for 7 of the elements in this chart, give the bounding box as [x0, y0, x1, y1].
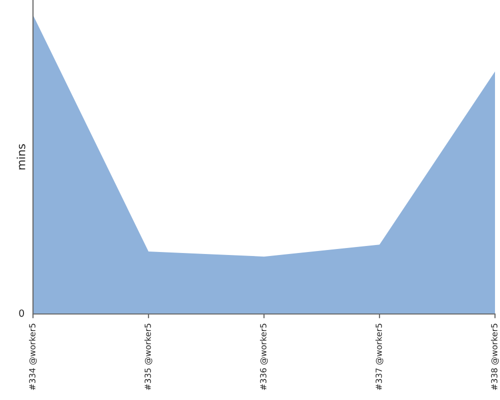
x-tick-label: #335 @worker5: [144, 324, 152, 390]
text: 0: [19, 309, 24, 317]
y-axis-title: mins: [16, 144, 26, 170]
x-tick-label: #334 @worker5: [28, 324, 37, 390]
x-tick-label: #336 @worker5: [260, 324, 268, 390]
x-tick-label: #338 @worker5: [490, 324, 499, 390]
x-tick-label: #337 @worker5: [375, 324, 384, 390]
